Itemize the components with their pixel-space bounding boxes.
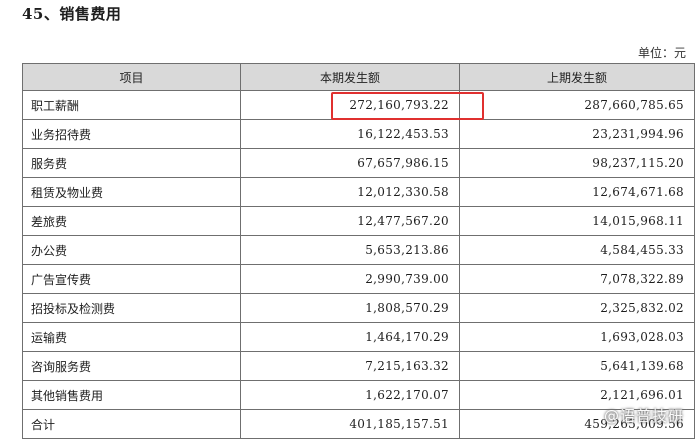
row-item: 业务招待费 [22, 119, 241, 149]
row-previous: 14,015,968.11 [459, 206, 695, 236]
row-current: 16,122,453.53 [240, 119, 460, 149]
row-current: 1,622,170.07 [240, 380, 460, 410]
row-item: 广告宣传费 [22, 264, 241, 294]
row-item: 咨询服务费 [22, 351, 241, 381]
table-row: 咨询服务费 7,215,163.32 5,641,139.68 [22, 351, 695, 381]
table-row: 广告宣传费 2,990,739.00 7,078,322.89 [22, 264, 695, 294]
row-previous: 23,231,994.96 [459, 119, 695, 149]
table-row: 其他销售费用 1,622,170.07 2,121,696.01 [22, 380, 695, 410]
table-row: 办公费 5,653,213.86 4,584,455.33 [22, 235, 695, 265]
row-previous: 98,237,115.20 [459, 148, 695, 178]
watermark: @语普技研 [603, 407, 684, 425]
row-item: 服务费 [22, 148, 241, 178]
sales-expense-table: 项目 本期发生额 上期发生额 职工薪酬 272,160,793.22 287,6… [22, 63, 695, 439]
header-item: 项目 [22, 63, 241, 91]
row-previous: 2,325,832.02 [459, 293, 695, 323]
row-current: 12,477,567.20 [240, 206, 460, 236]
row-item: 招投标及检测费 [22, 293, 241, 323]
row-item: 差旅费 [22, 206, 241, 236]
row-previous: 4,584,455.33 [459, 235, 695, 265]
row-previous: 12,674,671.68 [459, 177, 695, 207]
table-header-row: 项目 本期发生额 上期发生额 [22, 63, 695, 91]
section-heading: 45、销售费用 [22, 5, 122, 23]
row-item: 其他销售费用 [22, 380, 241, 410]
table-row: 业务招待费 16,122,453.53 23,231,994.96 [22, 119, 695, 149]
row-previous: 287,660,785.65 [459, 90, 695, 120]
table-total-row: 合计 401,185,157.51 459,265,009.56 [22, 409, 695, 439]
header-current-period: 本期发生额 [240, 63, 460, 91]
table-row: 职工薪酬 272,160,793.22 287,660,785.65 [22, 90, 695, 120]
row-current: 5,653,213.86 [240, 235, 460, 265]
row-item: 运输费 [22, 322, 241, 352]
row-current: 1,464,170.29 [240, 322, 460, 352]
row-current: 67,657,986.15 [240, 148, 460, 178]
row-previous: 7,078,322.89 [459, 264, 695, 294]
row-item: 职工薪酬 [22, 90, 241, 120]
header-previous-period: 上期发生额 [459, 63, 695, 91]
table-row: 运输费 1,464,170.29 1,693,028.03 [22, 322, 695, 352]
table-row: 租赁及物业费 12,012,330.58 12,674,671.68 [22, 177, 695, 207]
row-current: 7,215,163.32 [240, 351, 460, 381]
row-current: 12,012,330.58 [240, 177, 460, 207]
table-row: 差旅费 12,477,567.20 14,015,968.11 [22, 206, 695, 236]
row-previous: 1,693,028.03 [459, 322, 695, 352]
table-row: 招投标及检测费 1,808,570.29 2,325,832.02 [22, 293, 695, 323]
unit-label: 单位：元 [637, 46, 686, 60]
table-row: 服务费 67,657,986.15 98,237,115.20 [22, 148, 695, 178]
row-current: 2,990,739.00 [240, 264, 460, 294]
row-item: 租赁及物业费 [22, 177, 241, 207]
row-current: 401,185,157.51 [240, 409, 460, 439]
row-previous: 2,121,696.01 [459, 380, 695, 410]
row-current: 1,808,570.29 [240, 293, 460, 323]
row-previous: 5,641,139.68 [459, 351, 695, 381]
row-current: 272,160,793.22 [240, 90, 460, 120]
row-item: 办公费 [22, 235, 241, 265]
row-item: 合计 [22, 409, 241, 439]
